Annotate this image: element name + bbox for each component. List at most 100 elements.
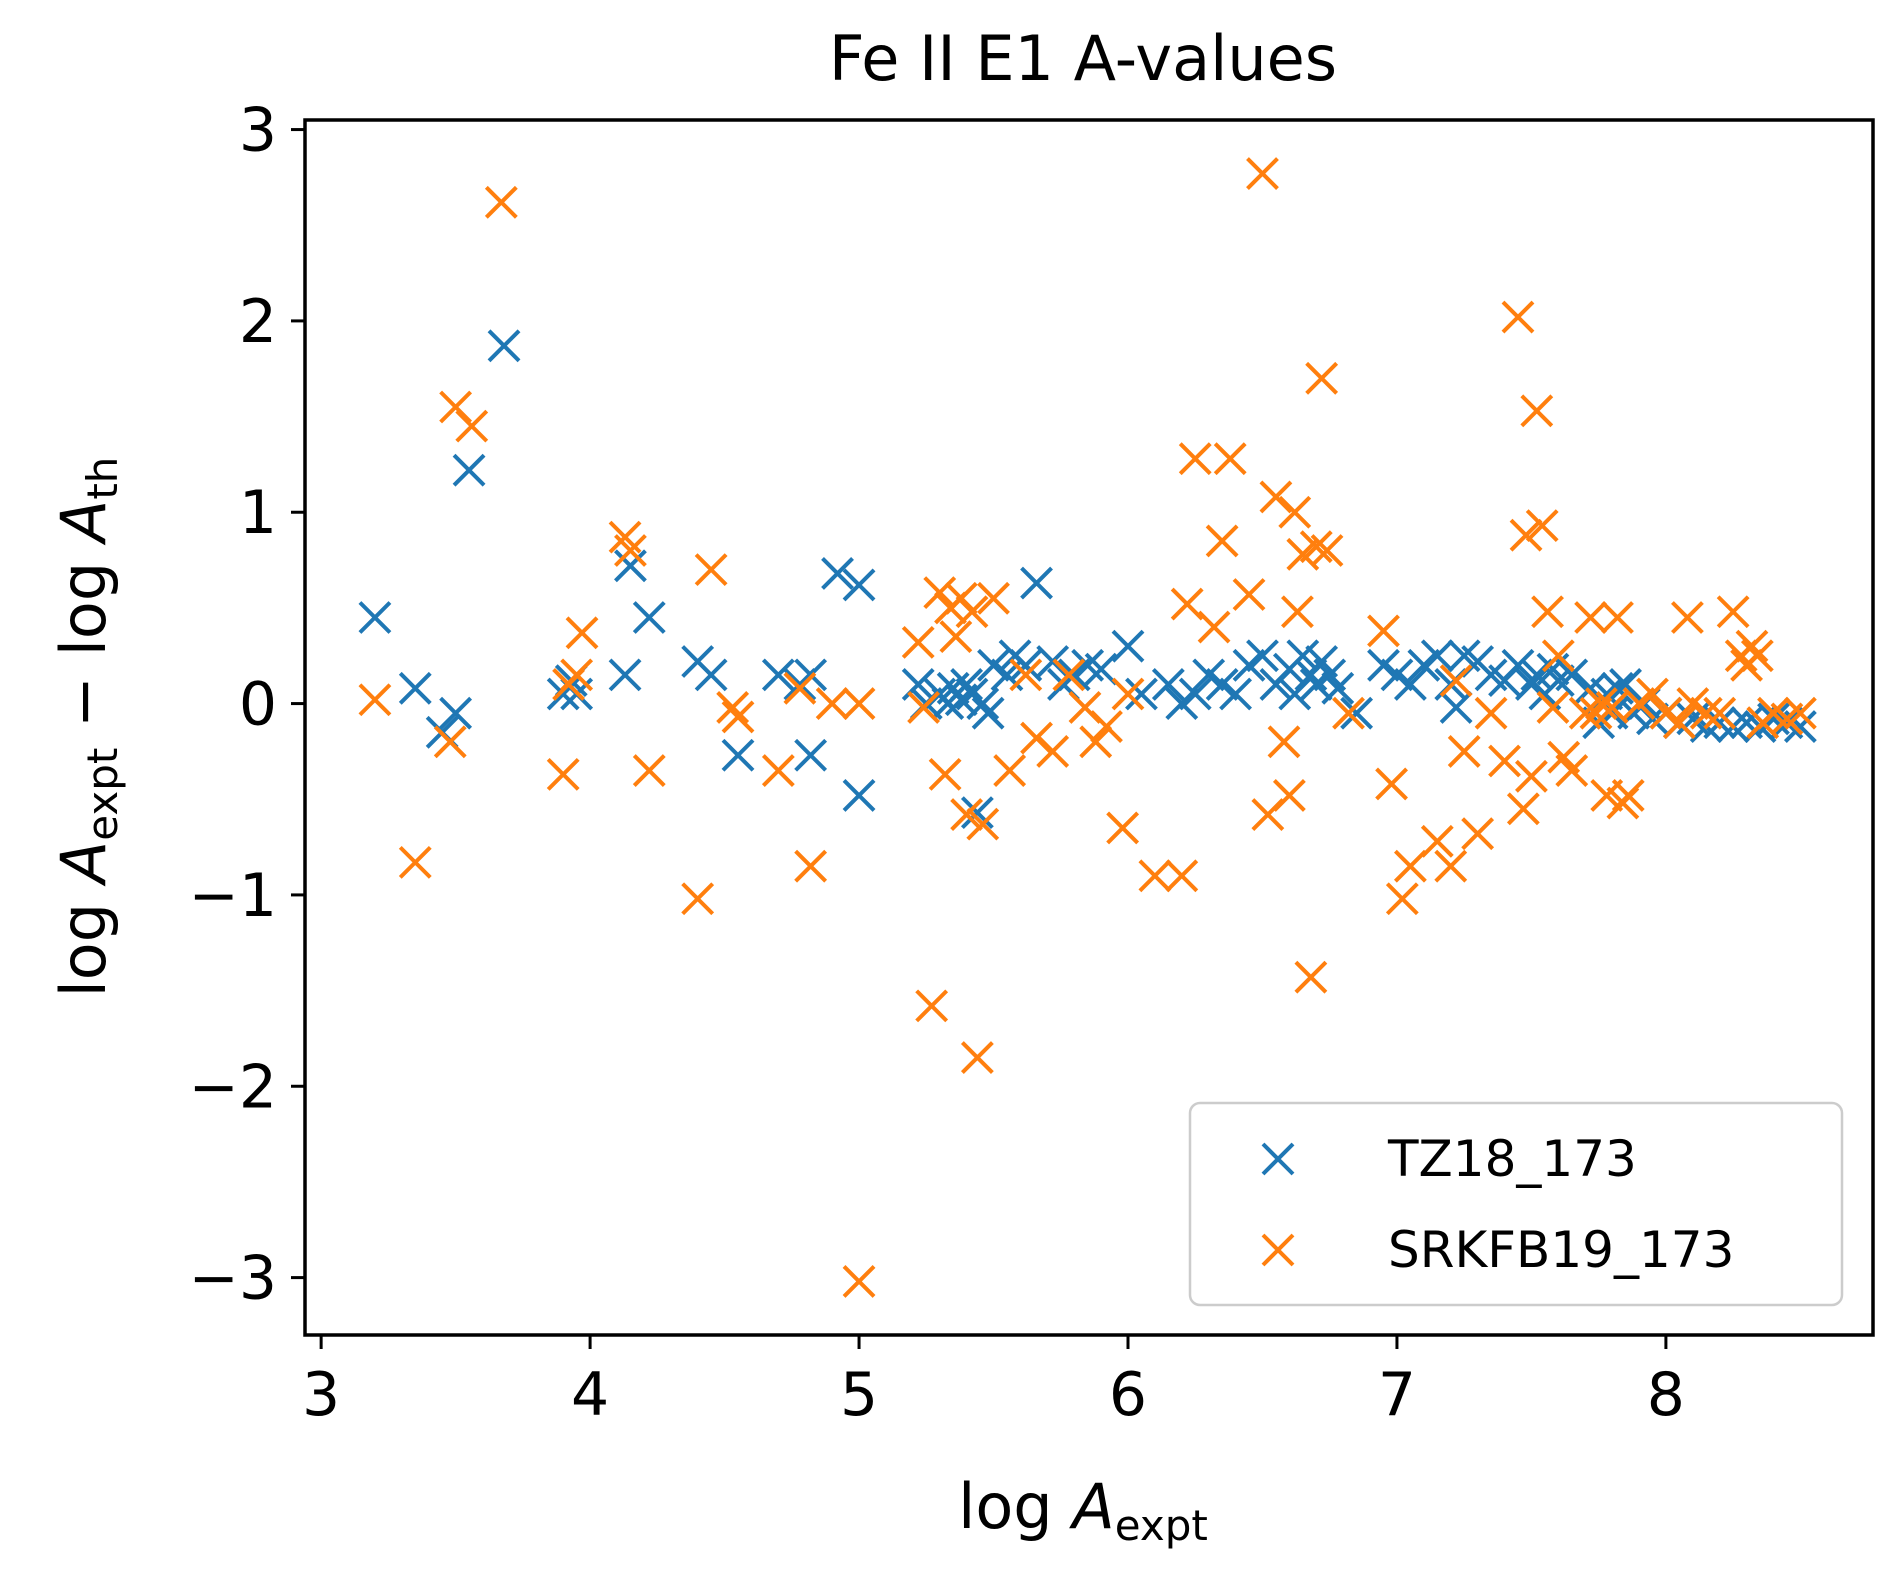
legend-label-tz18: TZ18_173 [1387,1130,1637,1188]
data-point [1020,566,1053,600]
y-axis-label-group: log Aexpt − log Ath [47,457,127,998]
x-tick-label: 5 [840,1360,878,1430]
legend-marker-icon [1261,1233,1295,1267]
data-point [358,601,392,634]
data-point [1305,361,1339,395]
data-point [915,989,949,1023]
data-point [783,671,817,705]
x-tick-label: 3 [302,1360,340,1430]
data-point [439,390,473,424]
data-point [1447,735,1481,768]
data-point [1106,811,1140,845]
data-point [1299,530,1333,564]
data-point [1434,849,1468,883]
data-point [928,757,962,791]
data-point [1286,639,1320,673]
data-point [1407,648,1441,682]
legend-marker-tz18 [1261,1142,1295,1176]
legend: TZ18_173 SRKFB19_173 [1188,1101,1844,1307]
data-point [1595,690,1629,724]
data-point [681,882,715,916]
data-point [560,658,594,692]
data-point [398,845,432,879]
data-point [721,700,755,734]
data-point [1111,677,1145,711]
data-point [1138,859,1172,893]
data-point [1057,658,1091,692]
data-point [1036,735,1070,768]
data-point [1676,687,1710,720]
data-point [1272,779,1306,812]
data-point [1525,509,1559,543]
data-point [1205,524,1239,558]
data-point [1474,696,1508,730]
data-point [1649,696,1683,730]
data-point [821,557,854,590]
data-point [694,553,728,587]
data-point [1009,648,1043,682]
data-point [1520,394,1554,428]
data-point [546,757,580,791]
data-point [1574,601,1608,634]
data-point [1246,157,1279,190]
data-point [433,725,467,759]
data-point [1555,658,1589,692]
data-point [1515,759,1548,793]
legend-label-srkfb19: SRKFB19_173 [1388,1221,1734,1279]
x-axis-label-prefix: log [958,1470,1072,1543]
data-point [694,658,728,692]
data-point [794,738,828,772]
data-point [1461,817,1495,851]
x-tick-label: 4 [571,1360,609,1430]
data-point [939,620,973,654]
data-point [1079,725,1113,759]
y-axis-label-sub2: th [78,457,127,500]
data-point [1009,658,1043,692]
data-point [794,849,828,883]
data-points [358,157,1817,1298]
data-point [1205,668,1239,701]
data-point [1740,639,1774,673]
data-point [1197,610,1231,644]
data-point [1671,601,1704,634]
y-axis-ticks: 3 2 1 0 −1 −2 −3 [189,96,305,1314]
data-point [1192,658,1226,692]
data-point [1213,442,1247,476]
data-point [1111,629,1145,663]
data-point [1332,696,1365,730]
data-point [955,595,989,629]
data-point [1267,725,1301,759]
data-point [1439,690,1473,724]
data-point [1611,779,1645,812]
data-point [842,687,876,720]
data-point [1084,652,1118,686]
data-point [901,625,935,659]
y-tick-label: 2 [239,287,277,357]
data-point [1501,648,1535,682]
data-point [632,601,666,634]
data-point [1165,859,1199,893]
data-point [632,754,666,787]
data-point [761,658,795,692]
data-point [966,687,1000,720]
y-axis-label-sub: expt [78,748,127,841]
data-point [1170,587,1204,621]
data-point [1367,614,1400,648]
data-point [1090,710,1123,743]
data-point [1246,639,1279,673]
data-point [1310,534,1344,567]
data-point [842,1265,876,1298]
data-point [721,738,755,772]
data-point [950,798,984,831]
data-point [966,807,1000,841]
y-axis-label: log Aexpt − log Ath [47,457,127,998]
data-point [484,185,518,219]
data-point [1506,792,1540,826]
x-axis-ticks: 3 4 5 6 7 8 [302,1335,1685,1430]
y-axis-label-var2: A [47,500,120,546]
data-point [1232,648,1266,682]
data-point [716,690,750,724]
data-point [1568,696,1602,730]
y-tick-label: 1 [239,478,277,548]
